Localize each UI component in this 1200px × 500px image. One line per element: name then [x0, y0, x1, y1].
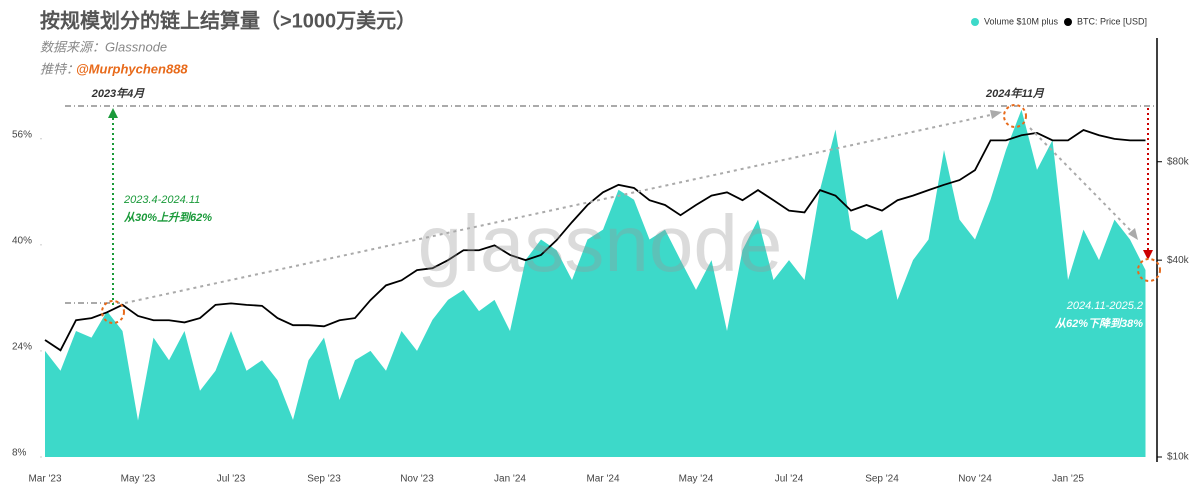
- x-tick-label: Nov '24: [958, 474, 992, 485]
- legend-label: Volume $10M plus: [984, 16, 1059, 26]
- x-tick-label: May '24: [679, 474, 714, 485]
- legend-label: BTC: Price [USD]: [1077, 16, 1147, 26]
- y2-tick-label: $80k: [1167, 156, 1190, 167]
- highlight-circle: [101, 300, 125, 324]
- x-tick-label: Sep '24: [865, 474, 899, 485]
- trend-arrow: [124, 113, 996, 304]
- highlight-circle: [1137, 258, 1161, 282]
- annotation: 从30%上升到62%: [124, 211, 212, 224]
- highlight-circle: [1003, 104, 1027, 128]
- y2-tick-label: $10k: [1167, 452, 1190, 463]
- x-tick-label: Mar '23: [28, 474, 61, 485]
- annotation: 2024年11月: [985, 87, 1045, 100]
- x-tick-label: Mar '24: [586, 474, 619, 485]
- volume-area: [45, 109, 1146, 457]
- x-tick-label: Jan '24: [494, 474, 526, 485]
- legend-marker: [971, 18, 979, 26]
- y-tick-label: 40%: [12, 235, 32, 246]
- trend-arrow: [1029, 127, 1133, 233]
- plot: [44, 109, 1146, 457]
- arrow-head: [108, 108, 118, 118]
- x-tick-label: Jan '25: [1052, 474, 1084, 485]
- x-tick-label: Sep '23: [307, 474, 341, 485]
- twitter-handle: @Murphychen888: [76, 61, 188, 76]
- y2-tick-label: $40k: [1167, 255, 1190, 266]
- annotation: 2023.4-2024.11: [123, 194, 200, 206]
- x-tick-label: Nov '23: [400, 474, 434, 485]
- annotation: 2024.11-2025.2: [1066, 300, 1143, 312]
- arrow-head: [1128, 228, 1138, 240]
- chart-title: 按规模划分的链上结算量（>1000万美元）: [40, 8, 416, 32]
- y-tick-label: 24%: [12, 342, 32, 353]
- y-tick-label: 8%: [12, 448, 27, 459]
- annotation: 2023年4月: [91, 87, 146, 100]
- legend-marker: [1064, 18, 1072, 26]
- watermark: glassnode: [418, 199, 783, 288]
- price-line: [44, 129, 1146, 352]
- x-tick-label: May '23: [121, 474, 156, 485]
- x-tick-label: Jul '24: [775, 474, 804, 485]
- annotation: 从62%下降到38%: [1055, 317, 1143, 330]
- arrow-head: [990, 110, 1002, 119]
- x-tick-label: Jul '23: [217, 474, 246, 485]
- arrow-head: [1143, 250, 1153, 260]
- annotations: [65, 104, 1161, 324]
- twitter-label: 推特：: [40, 61, 79, 76]
- source: 数据来源：Glassnode: [40, 39, 167, 54]
- y-tick-label: 56%: [12, 129, 32, 140]
